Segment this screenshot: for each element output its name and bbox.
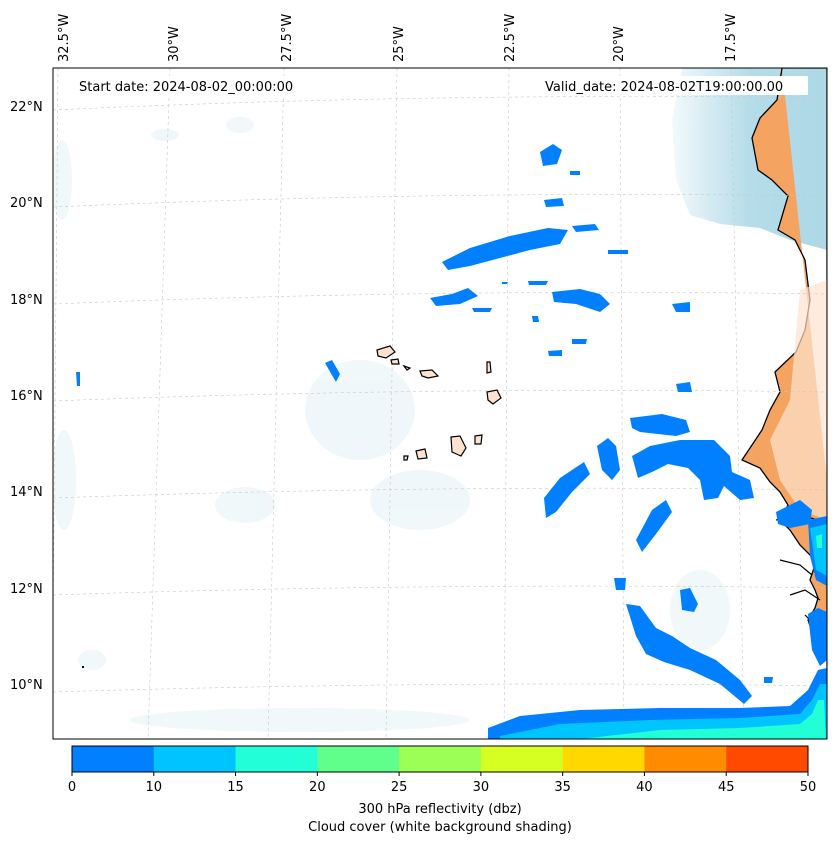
colorbar-swatch — [562, 746, 645, 772]
colorbar-border — [71, 745, 809, 773]
lon-label: 30°W — [167, 26, 182, 62]
start-date-box — [74, 76, 310, 95]
colorbar-tick-label: 45 — [718, 780, 735, 795]
lon-label: 25°W — [392, 26, 407, 62]
colorbar-label-line2: Cloud cover (white background shading) — [308, 820, 572, 835]
colorbar-label-line1: 300 hPa reflectivity (dbz) — [358, 802, 521, 817]
colorbar-swatch — [72, 746, 155, 772]
tiny-speck — [82, 666, 84, 668]
colorbar-swatch — [726, 746, 809, 772]
lat-label: 16°N — [10, 389, 43, 404]
valid-date-box — [540, 76, 808, 95]
lat-label: 22°N — [10, 100, 43, 115]
start-date-label: Start date: 2024-08-02_00:00:00 — [79, 80, 293, 95]
lat-label: 20°N — [10, 196, 43, 211]
colorbar-tick-label: 20 — [309, 780, 326, 795]
cape-verde-islands — [376, 345, 502, 461]
lon-label: 27.5°W — [280, 14, 295, 62]
colorbar-tick-label: 15 — [227, 780, 244, 795]
colorbar-tick-label: 30 — [473, 780, 490, 795]
colorbar-swatch — [317, 746, 400, 772]
lon-label: 32.5°W — [57, 14, 72, 62]
colorbar-swatch — [480, 746, 564, 772]
land-cloud-tint — [770, 280, 827, 520]
valid-date-label: Valid_date: 2024-08-02T19:00:00.00 — [545, 80, 783, 95]
reflectivity-echoes-15-20 — [580, 534, 826, 739]
graticule — [53, 68, 827, 739]
colorbar-swatch — [399, 746, 482, 772]
lat-label: 10°N — [10, 678, 43, 693]
lon-label: 17.5°W — [724, 14, 739, 62]
lon-label: 22.5°W — [503, 14, 518, 62]
colorbar-tick-label: 25 — [391, 780, 408, 795]
lat-label: 12°N — [10, 582, 43, 597]
colorbar-swatch — [235, 746, 318, 772]
lat-label: 14°N — [10, 485, 43, 500]
colorbar-tick-label: 35 — [554, 780, 571, 795]
colorbar-tick-label: 10 — [146, 780, 163, 795]
map-border — [52, 67, 828, 740]
reflectivity-echoes-10-15 — [500, 524, 827, 739]
lon-label: 20°W — [612, 26, 627, 62]
longitude-labels: 32.5°W 30°W 27.5°W 25°W 22.5°W 20°W 17.5… — [57, 14, 739, 62]
lat-label: 18°N — [10, 293, 43, 308]
colorbar-swatch — [153, 746, 237, 772]
colorbar-tick-label: 0 — [68, 780, 76, 795]
latitude-labels: 22°N 20°N 18°N 16°N 14°N 12°N 10°N — [10, 100, 43, 693]
colorbar-swatch — [644, 746, 727, 772]
colorbar: 0 10 15 20 25 30 35 40 45 50 — [68, 745, 817, 795]
colorbar-tick-label: 40 — [636, 780, 653, 795]
colorbar-tick-label: 50 — [800, 780, 817, 795]
cloud-cover-shading — [53, 117, 730, 732]
